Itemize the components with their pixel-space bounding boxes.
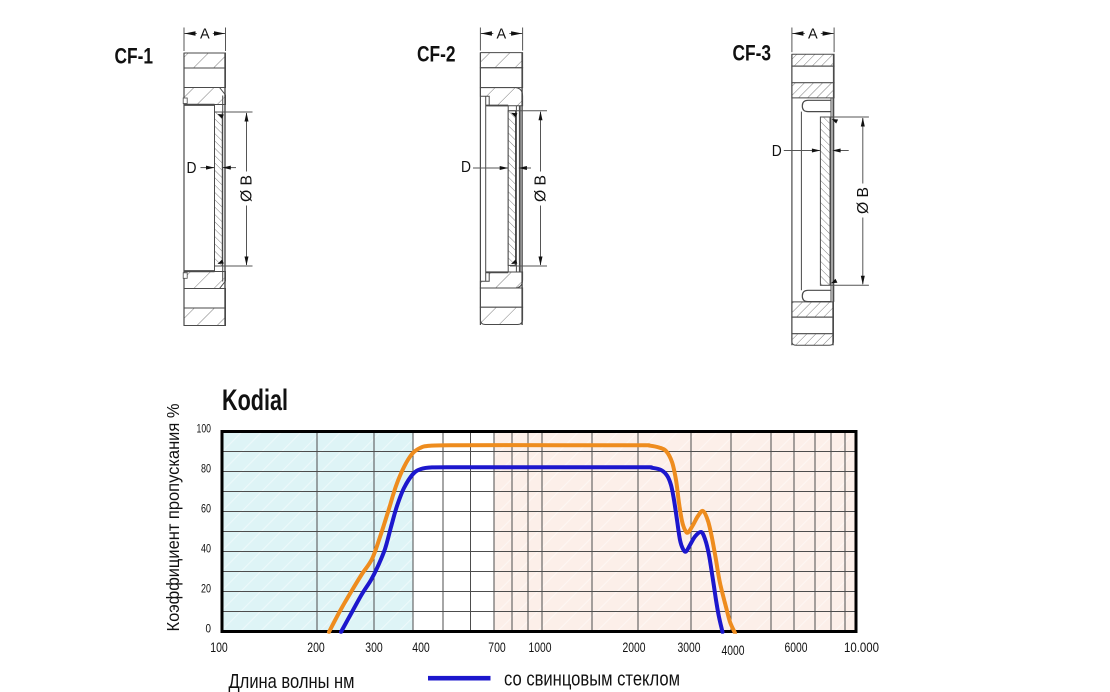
svg-text:4000: 4000 xyxy=(722,643,745,658)
svg-text:Ø B: Ø B xyxy=(533,175,550,202)
svg-text:40: 40 xyxy=(201,541,211,555)
svg-text:D: D xyxy=(187,160,197,177)
svg-text:100: 100 xyxy=(210,640,228,655)
svg-text:700: 700 xyxy=(488,640,506,655)
svg-text:60: 60 xyxy=(201,501,211,515)
svg-text:CF-2: CF-2 xyxy=(417,42,456,67)
svg-text:80: 80 xyxy=(201,461,211,475)
svg-text:CF-3: CF-3 xyxy=(733,41,772,66)
svg-text:A: A xyxy=(200,27,210,43)
svg-text:Kodial: Kodial xyxy=(222,384,288,417)
svg-text:A: A xyxy=(496,27,506,43)
svg-text:100: 100 xyxy=(197,421,212,435)
svg-text:Длина волны нм: Длина волны нм xyxy=(229,670,355,692)
svg-text:со свинцовым стеклом: со свинцовым стеклом xyxy=(504,668,680,690)
svg-text:D: D xyxy=(461,159,471,176)
svg-text:D: D xyxy=(772,143,782,160)
svg-text:6000: 6000 xyxy=(785,640,808,655)
svg-text:Ø B: Ø B xyxy=(855,187,872,214)
svg-text:A: A xyxy=(808,27,818,43)
svg-text:1000: 1000 xyxy=(529,640,552,655)
svg-text:400: 400 xyxy=(412,640,430,655)
svg-text:2000: 2000 xyxy=(623,640,646,655)
svg-text:20: 20 xyxy=(201,581,211,595)
svg-text:CF-1: CF-1 xyxy=(115,44,154,69)
svg-text:Коэффициент пропускания %: Коэффициент пропускания % xyxy=(163,404,183,632)
svg-text:200: 200 xyxy=(307,640,325,655)
svg-text:0: 0 xyxy=(206,621,212,635)
svg-text:300: 300 xyxy=(365,640,383,655)
svg-text:10.000: 10.000 xyxy=(844,640,879,655)
svg-text:3000: 3000 xyxy=(678,640,701,655)
svg-text:Ø B: Ø B xyxy=(239,175,256,202)
